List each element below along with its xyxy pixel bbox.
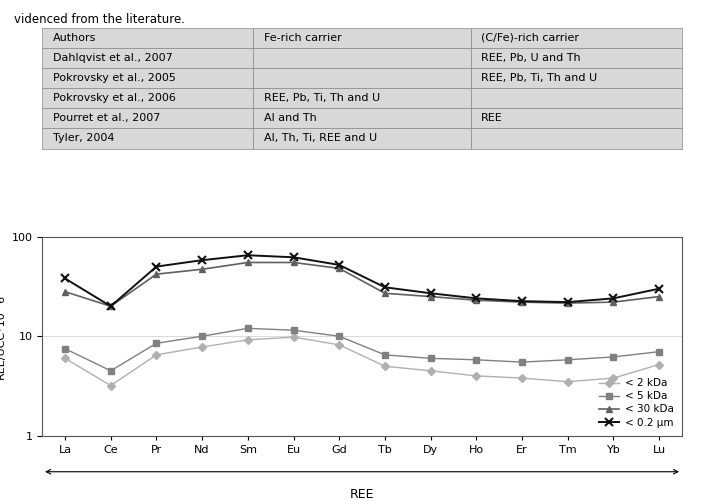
< 2 kDa xyxy=(517,375,526,381)
< 30 kDa xyxy=(153,271,161,277)
< 0.2 μm xyxy=(107,303,115,309)
< 2 kDa xyxy=(335,342,343,348)
< 5 kDa xyxy=(107,368,115,374)
Line: < 2 kDa: < 2 kDa xyxy=(63,334,662,388)
< 30 kDa xyxy=(381,290,389,296)
< 0.2 μm xyxy=(472,296,481,302)
< 2 kDa xyxy=(198,344,207,350)
< 30 kDa xyxy=(335,266,343,272)
< 2 kDa xyxy=(426,368,434,374)
< 5 kDa xyxy=(153,340,161,346)
< 30 kDa xyxy=(244,260,252,266)
< 2 kDa xyxy=(290,334,298,340)
< 5 kDa xyxy=(426,355,434,361)
< 5 kDa xyxy=(610,354,618,360)
< 5 kDa xyxy=(335,333,343,339)
< 30 kDa xyxy=(290,260,298,266)
< 0.2 μm xyxy=(61,276,70,282)
< 30 kDa xyxy=(517,299,526,305)
< 30 kDa xyxy=(655,294,664,300)
< 30 kDa xyxy=(198,266,207,272)
< 0.2 μm xyxy=(655,286,664,292)
< 30 kDa xyxy=(61,289,70,295)
< 0.2 μm xyxy=(564,299,572,305)
< 2 kDa xyxy=(472,373,481,379)
< 0.2 μm xyxy=(198,257,207,263)
< 2 kDa xyxy=(153,352,161,358)
< 0.2 μm xyxy=(153,264,161,270)
< 2 kDa xyxy=(564,379,572,385)
< 5 kDa xyxy=(290,327,298,333)
< 5 kDa xyxy=(244,325,252,331)
< 30 kDa xyxy=(426,294,434,300)
< 2 kDa xyxy=(610,375,618,381)
Text: videnced from the literature.: videnced from the literature. xyxy=(14,13,185,26)
< 5 kDa xyxy=(61,346,70,352)
< 2 kDa xyxy=(655,362,664,368)
< 30 kDa xyxy=(107,303,115,309)
< 2 kDa xyxy=(381,363,389,369)
< 5 kDa xyxy=(564,357,572,363)
< 0.2 μm xyxy=(426,290,434,296)
< 0.2 μm xyxy=(244,252,252,258)
Y-axis label: REE/UCC*10^6: REE/UCC*10^6 xyxy=(0,294,6,379)
< 2 kDa xyxy=(107,383,115,389)
< 30 kDa xyxy=(472,297,481,303)
< 5 kDa xyxy=(472,357,481,363)
< 30 kDa xyxy=(610,299,618,305)
< 0.2 μm xyxy=(610,296,618,302)
< 0.2 μm xyxy=(335,262,343,268)
< 2 kDa xyxy=(61,355,70,361)
< 5 kDa xyxy=(198,333,207,339)
< 0.2 μm xyxy=(517,298,526,304)
< 30 kDa xyxy=(564,300,572,306)
Line: < 5 kDa: < 5 kDa xyxy=(63,326,662,374)
< 0.2 μm xyxy=(381,284,389,290)
Line: < 0.2 μm: < 0.2 μm xyxy=(61,251,663,311)
< 5 kDa xyxy=(381,352,389,358)
Text: REE: REE xyxy=(350,487,374,500)
< 0.2 μm xyxy=(290,255,298,261)
< 5 kDa xyxy=(655,349,664,355)
Legend: < 2 kDa, < 5 kDa, < 30 kDa, < 0.2 μm: < 2 kDa, < 5 kDa, < 30 kDa, < 0.2 μm xyxy=(595,375,677,431)
< 2 kDa xyxy=(244,337,252,343)
< 5 kDa xyxy=(517,359,526,365)
Line: < 30 kDa: < 30 kDa xyxy=(62,259,662,310)
